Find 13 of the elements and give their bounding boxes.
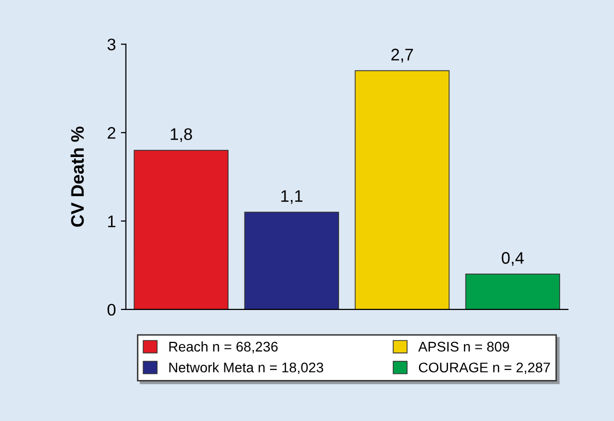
y-tick-label: 0 xyxy=(108,304,116,316)
y-tick-label: 2 xyxy=(108,127,116,139)
legend-label: Reach n = 68,236 xyxy=(169,341,278,354)
legend-label: Network Meta n = 18,023 xyxy=(169,362,324,374)
legend-label: COURAGE n = 2,287 xyxy=(418,362,550,374)
data-label: 0,4 xyxy=(502,252,524,266)
y-axis-title: CV Death % xyxy=(70,126,84,227)
data-label: 2,7 xyxy=(391,48,413,62)
data-label: 1,1 xyxy=(281,190,302,204)
legend-label: APSIS n = 809 xyxy=(418,342,510,352)
y-tick-label: 3 xyxy=(108,38,116,50)
data-label: 1,8 xyxy=(170,128,192,142)
y-tick-label: 1 xyxy=(108,216,116,228)
